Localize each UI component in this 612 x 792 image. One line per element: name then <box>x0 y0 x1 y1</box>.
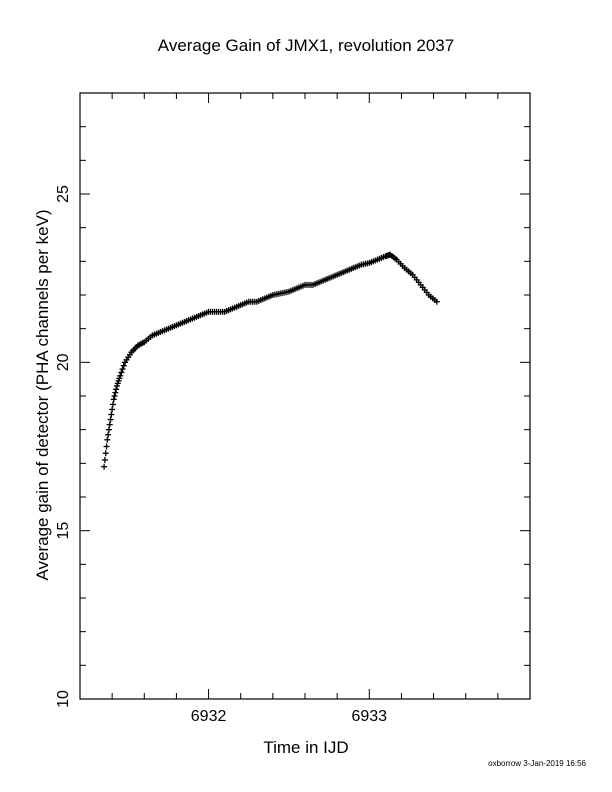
data-points <box>101 251 440 470</box>
tick-marks <box>80 93 530 699</box>
data-point <box>111 393 118 399</box>
y-axis-label: Average gain of detector (PHA channels p… <box>33 209 52 580</box>
y-tick-label: 15 <box>55 522 72 540</box>
y-tick-label: 25 <box>55 185 72 203</box>
data-point <box>103 443 110 450</box>
data-point <box>112 389 119 396</box>
data-point <box>117 372 124 379</box>
y-tick-label: 20 <box>55 353 72 371</box>
data-point <box>106 421 113 428</box>
tick-labels: 6932 6933 10 15 20 25 <box>55 185 387 725</box>
x-tick-label: 6932 <box>191 708 227 725</box>
y-tick-label: 10 <box>55 690 72 708</box>
data-point <box>433 298 440 305</box>
chart-title: Average Gain of JMX1, revolution 2037 <box>157 36 455 55</box>
data-point <box>109 401 116 408</box>
x-tick-label: 6933 <box>351 708 387 725</box>
data-point <box>113 386 120 393</box>
data-point <box>107 416 114 423</box>
data-point <box>104 436 111 443</box>
data-point <box>109 406 116 413</box>
footer-credit: oxborrow 3-Jan-2019 16:56 <box>488 759 586 768</box>
data-point <box>119 366 126 373</box>
data-point <box>101 463 108 470</box>
data-point <box>110 396 117 403</box>
data-point <box>101 456 108 463</box>
data-point <box>102 450 109 457</box>
data-point <box>118 369 125 376</box>
data-point <box>108 411 115 418</box>
data-point <box>120 362 127 369</box>
data-point <box>105 431 112 438</box>
data-point <box>105 426 112 433</box>
plot-frame <box>79 92 531 700</box>
x-axis-label: Time in IJD <box>263 738 349 757</box>
